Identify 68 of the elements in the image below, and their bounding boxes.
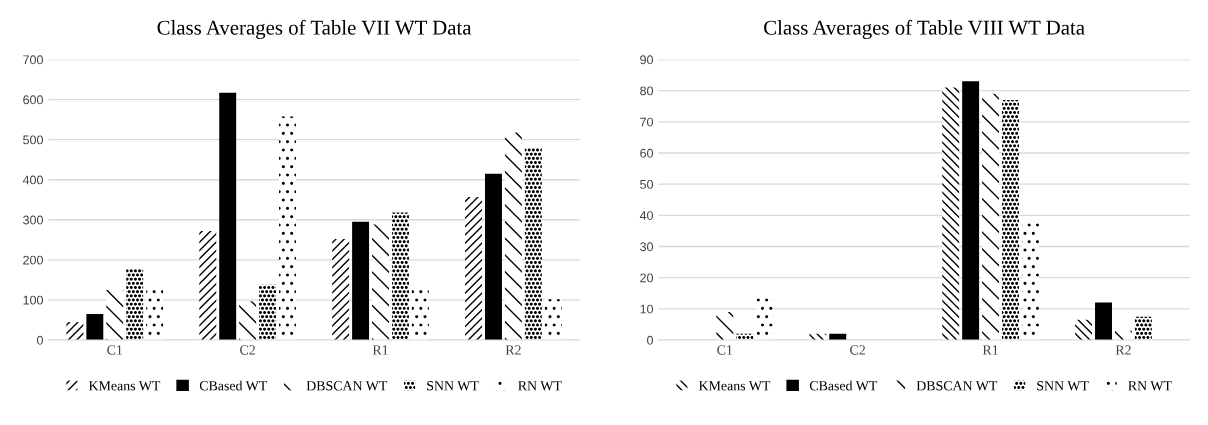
y-tick-label: 40 <box>639 211 654 220</box>
y-tick-label: 400 <box>22 175 43 185</box>
bar <box>465 196 483 340</box>
bar <box>756 296 774 340</box>
bar <box>1095 302 1112 340</box>
y-tick-label: 60 <box>640 148 654 158</box>
y-tick-label: 700 <box>23 55 43 65</box>
bar <box>942 87 960 340</box>
bar <box>86 313 104 340</box>
y-tick-label: 70 <box>640 117 654 127</box>
bar <box>332 239 350 340</box>
legend-label: DBSCAN WT <box>306 381 388 391</box>
y-tick-label: 50 <box>640 179 654 189</box>
bar <box>146 288 164 340</box>
chart-title: Class Averages of Table VIII WT Data <box>764 19 1085 39</box>
y-tick-label: 300 <box>23 215 43 225</box>
bar <box>279 116 296 340</box>
y-tick-label: 100 <box>23 295 43 305</box>
legend-label: KMeans WT <box>88 381 161 391</box>
bar <box>1075 319 1093 340</box>
bar <box>716 311 734 340</box>
y-tick-label: 500 <box>23 135 43 145</box>
bar <box>372 224 389 340</box>
bar <box>106 289 124 340</box>
bar <box>259 284 277 340</box>
bar <box>504 132 522 340</box>
bar <box>391 212 409 340</box>
y-tick-label: 80 <box>640 86 654 96</box>
y-tick-label: 0 <box>37 335 43 345</box>
y-tick-label: 30 <box>640 242 654 252</box>
bar <box>199 231 217 340</box>
x-tick-label: C1 <box>717 345 733 355</box>
x-tick-label: C1 <box>107 345 123 355</box>
x-tick-label: R2 <box>1115 345 1131 355</box>
bar <box>1002 100 1019 340</box>
x-tick-label: C2 <box>240 345 255 355</box>
legend-label: RN WT <box>1128 381 1172 391</box>
x-tick-label: R1 <box>372 345 388 355</box>
y-tick-label: 90 <box>640 55 654 65</box>
bar <box>962 81 980 340</box>
y-tick-label: 10 <box>640 304 654 314</box>
y-tick-label: 0 <box>647 335 654 345</box>
bar <box>485 173 502 340</box>
bar <box>524 147 542 340</box>
bar <box>982 93 1000 340</box>
legend-label: SNN WT <box>1037 381 1089 391</box>
x-tick-label: C2 <box>850 345 866 355</box>
legend-label: CBased WT <box>809 380 878 391</box>
y-tick-label: 20 <box>640 273 654 283</box>
bar <box>411 288 429 340</box>
bar <box>1021 218 1039 340</box>
bar <box>126 268 144 340</box>
legend-label: DBSCAN WT <box>916 381 998 391</box>
legend-label: RN WT <box>518 381 562 391</box>
x-tick-label: R1 <box>982 345 998 355</box>
y-tick-label: 200 <box>23 255 43 265</box>
chart-title: Class Averages of Table VII WT Data <box>157 19 472 39</box>
bar <box>219 92 237 340</box>
bar <box>66 321 84 340</box>
legend-label: KMeans WT <box>698 381 771 391</box>
legend-label: SNN WT <box>427 381 479 391</box>
bar <box>352 221 370 340</box>
bar <box>544 299 562 340</box>
y-tick-label: 600 <box>23 95 43 105</box>
legend-label: CBased WT <box>199 380 268 391</box>
bar <box>239 301 257 340</box>
bar <box>1134 316 1152 340</box>
x-tick-label: R2 <box>505 345 521 355</box>
